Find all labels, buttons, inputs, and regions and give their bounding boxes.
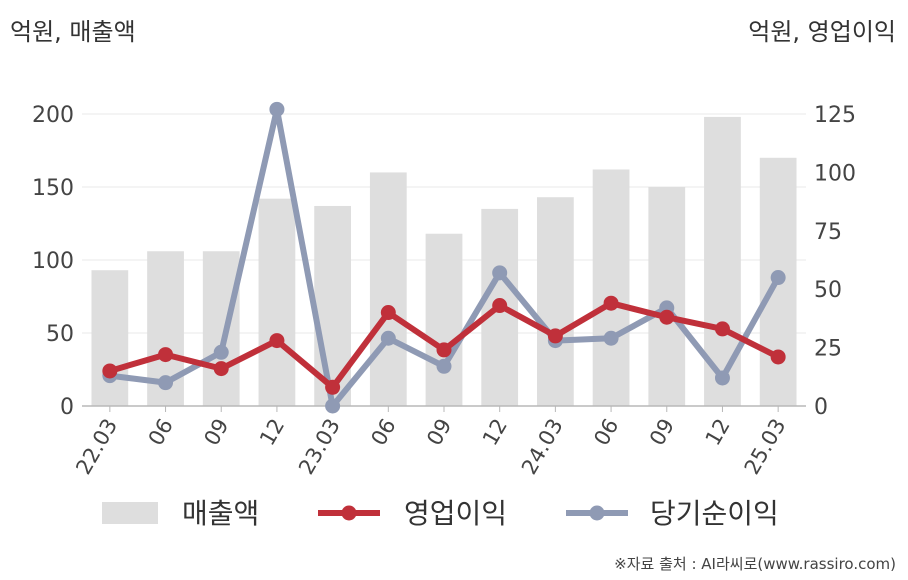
point-영업이익 (714, 321, 730, 337)
point-당기순이익 (603, 330, 619, 346)
point-영업이익 (269, 333, 285, 349)
source-note: ※자료 출처 : AI라씨로(www.rassiro.com) (614, 555, 896, 573)
right-tick-label: 25 (814, 337, 842, 362)
x-tick-label: 09 (422, 415, 456, 450)
right-tick-label: 0 (814, 395, 828, 420)
legend-swatch-매출액 (102, 502, 158, 524)
right-axis-unit: 억원, 영업이익 (748, 18, 896, 46)
point-당기순이익 (492, 265, 508, 281)
right-tick-label: 100 (814, 161, 856, 186)
point-영업이익 (770, 349, 786, 365)
bar-매출액 (648, 187, 686, 406)
point-영업이익 (547, 328, 563, 344)
point-영업이익 (492, 298, 508, 314)
point-당기순이익 (158, 375, 174, 391)
legend-label: 당기순이익 (650, 497, 779, 530)
legend-label: 영업이익 (404, 497, 507, 530)
legend-marker-영업이익 (341, 505, 357, 521)
bar-매출액 (258, 198, 296, 406)
left-tick-label: 50 (46, 322, 74, 347)
point-영업이익 (603, 295, 619, 311)
x-tick-label: 06 (366, 415, 400, 450)
right-tick-label: 75 (814, 220, 842, 245)
bar-매출액 (592, 169, 630, 406)
point-영업이익 (325, 379, 341, 395)
point-당기순이익 (770, 270, 786, 286)
right-tick-label: 125 (814, 103, 856, 128)
point-당기순이익 (714, 370, 730, 386)
legend-label: 매출액 (182, 497, 259, 530)
bar-매출액 (202, 251, 240, 406)
x-tick-label: 22.03 (71, 415, 122, 479)
point-당기순이익 (436, 358, 452, 374)
x-tick-label: 23.03 (294, 415, 345, 479)
point-당기순이익 (213, 344, 229, 360)
left-tick-label: 0 (60, 395, 74, 420)
point-당기순이익 (325, 398, 341, 414)
x-tick-label: 06 (144, 415, 178, 450)
bar-매출액 (369, 172, 407, 406)
x-tick-label: 09 (199, 415, 233, 450)
x-tick-label: 09 (645, 415, 679, 450)
right-tick-label: 50 (814, 278, 842, 303)
point-영업이익 (380, 305, 396, 321)
point-영업이익 (158, 347, 174, 363)
point-영업이익 (659, 309, 675, 325)
x-tick-label: 06 (589, 415, 623, 450)
point-영업이익 (213, 361, 229, 377)
x-tick-label: 12 (701, 415, 735, 450)
x-tick-label: 12 (478, 415, 512, 450)
bar-매출액 (425, 233, 463, 406)
bar-매출액 (537, 197, 574, 406)
point-당기순이익 (380, 330, 396, 346)
left-axis-unit: 억원, 매출액 (10, 18, 136, 46)
bar-매출액 (91, 270, 129, 406)
legend-marker-당기순이익 (589, 505, 605, 521)
x-tick-label: 12 (255, 415, 289, 450)
x-tick-label: 24.03 (517, 415, 568, 479)
point-당기순이익 (269, 101, 285, 117)
point-영업이익 (436, 342, 452, 358)
x-tick-label: 25.03 (740, 415, 791, 479)
left-tick-label: 150 (32, 176, 74, 201)
left-tick-label: 200 (32, 103, 74, 128)
left-tick-label: 100 (32, 249, 74, 274)
point-영업이익 (102, 363, 118, 379)
